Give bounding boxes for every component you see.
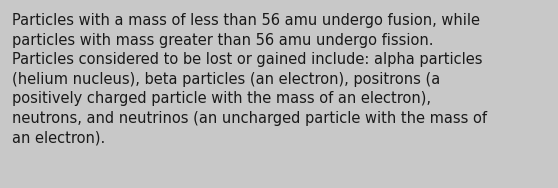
- Text: Particles with a mass of less than 56 amu undergo fusion, while
particles with m: Particles with a mass of less than 56 am…: [12, 13, 487, 146]
